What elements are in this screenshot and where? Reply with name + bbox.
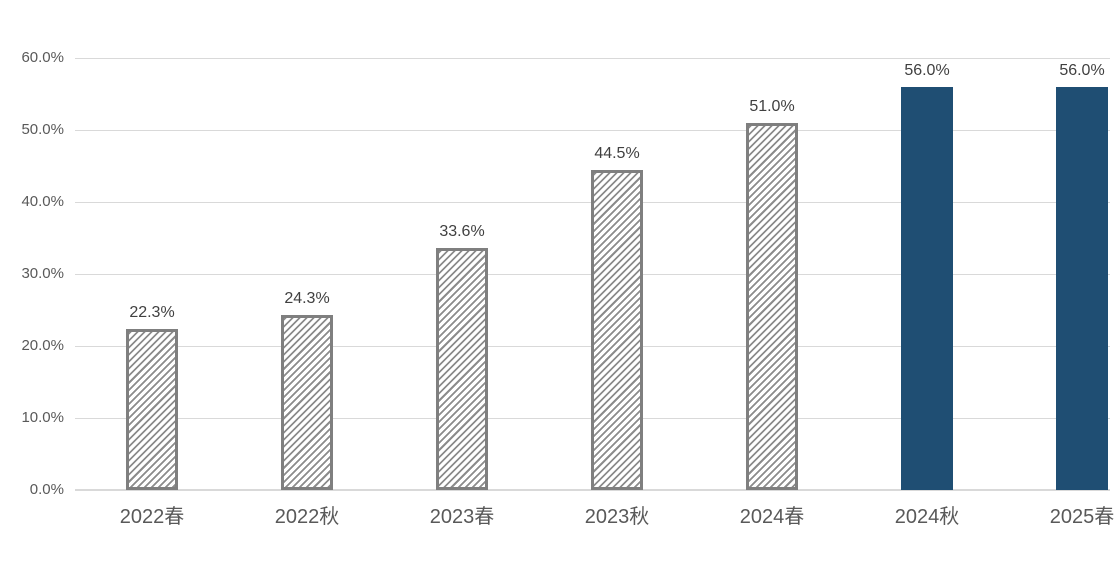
x-axis-line (75, 489, 1110, 491)
bar-2022秋 (281, 315, 333, 490)
y-axis-tick-label: 20.0% (21, 337, 64, 354)
bar-data-label: 44.5% (594, 144, 640, 162)
bar-2024春 (746, 122, 798, 490)
bar-data-label: 51.0% (749, 97, 795, 115)
bar-data-label: 24.3% (284, 290, 330, 308)
bar-2025春 (1056, 86, 1108, 490)
gridline (75, 130, 1110, 131)
bar-2024秋 (901, 86, 953, 490)
bar-data-label: 56.0% (904, 61, 950, 79)
y-axis-tick-label: 50.0% (21, 121, 64, 138)
x-axis-tick-label: 2023秋 (584, 506, 650, 528)
y-axis-tick-label: 40.0% (21, 193, 64, 210)
bar-2022春 (126, 329, 178, 490)
bar-data-label: 22.3% (129, 304, 175, 322)
bar-2023春 (436, 248, 488, 490)
x-axis-tick-label: 2022秋 (274, 506, 340, 528)
y-axis-tick-label: 0.0% (29, 481, 64, 498)
bar-data-label: 56.0% (1059, 61, 1105, 79)
gridline (75, 58, 1110, 59)
x-axis-tick-label: 2024秋 (894, 506, 960, 528)
y-axis-tick-label: 10.0% (21, 409, 64, 426)
x-axis-tick-label: 2024春 (739, 506, 805, 528)
y-axis-tick-label: 60.0% (21, 49, 64, 66)
bar-data-label: 33.6% (439, 223, 485, 241)
x-axis-tick-label: 2022春 (119, 506, 185, 528)
x-axis-tick-label: 2023春 (429, 506, 495, 528)
y-axis-tick-label: 30.0% (21, 265, 64, 282)
x-axis-tick-label: 2025春 (1049, 506, 1115, 528)
bar-2023秋 (591, 169, 643, 490)
